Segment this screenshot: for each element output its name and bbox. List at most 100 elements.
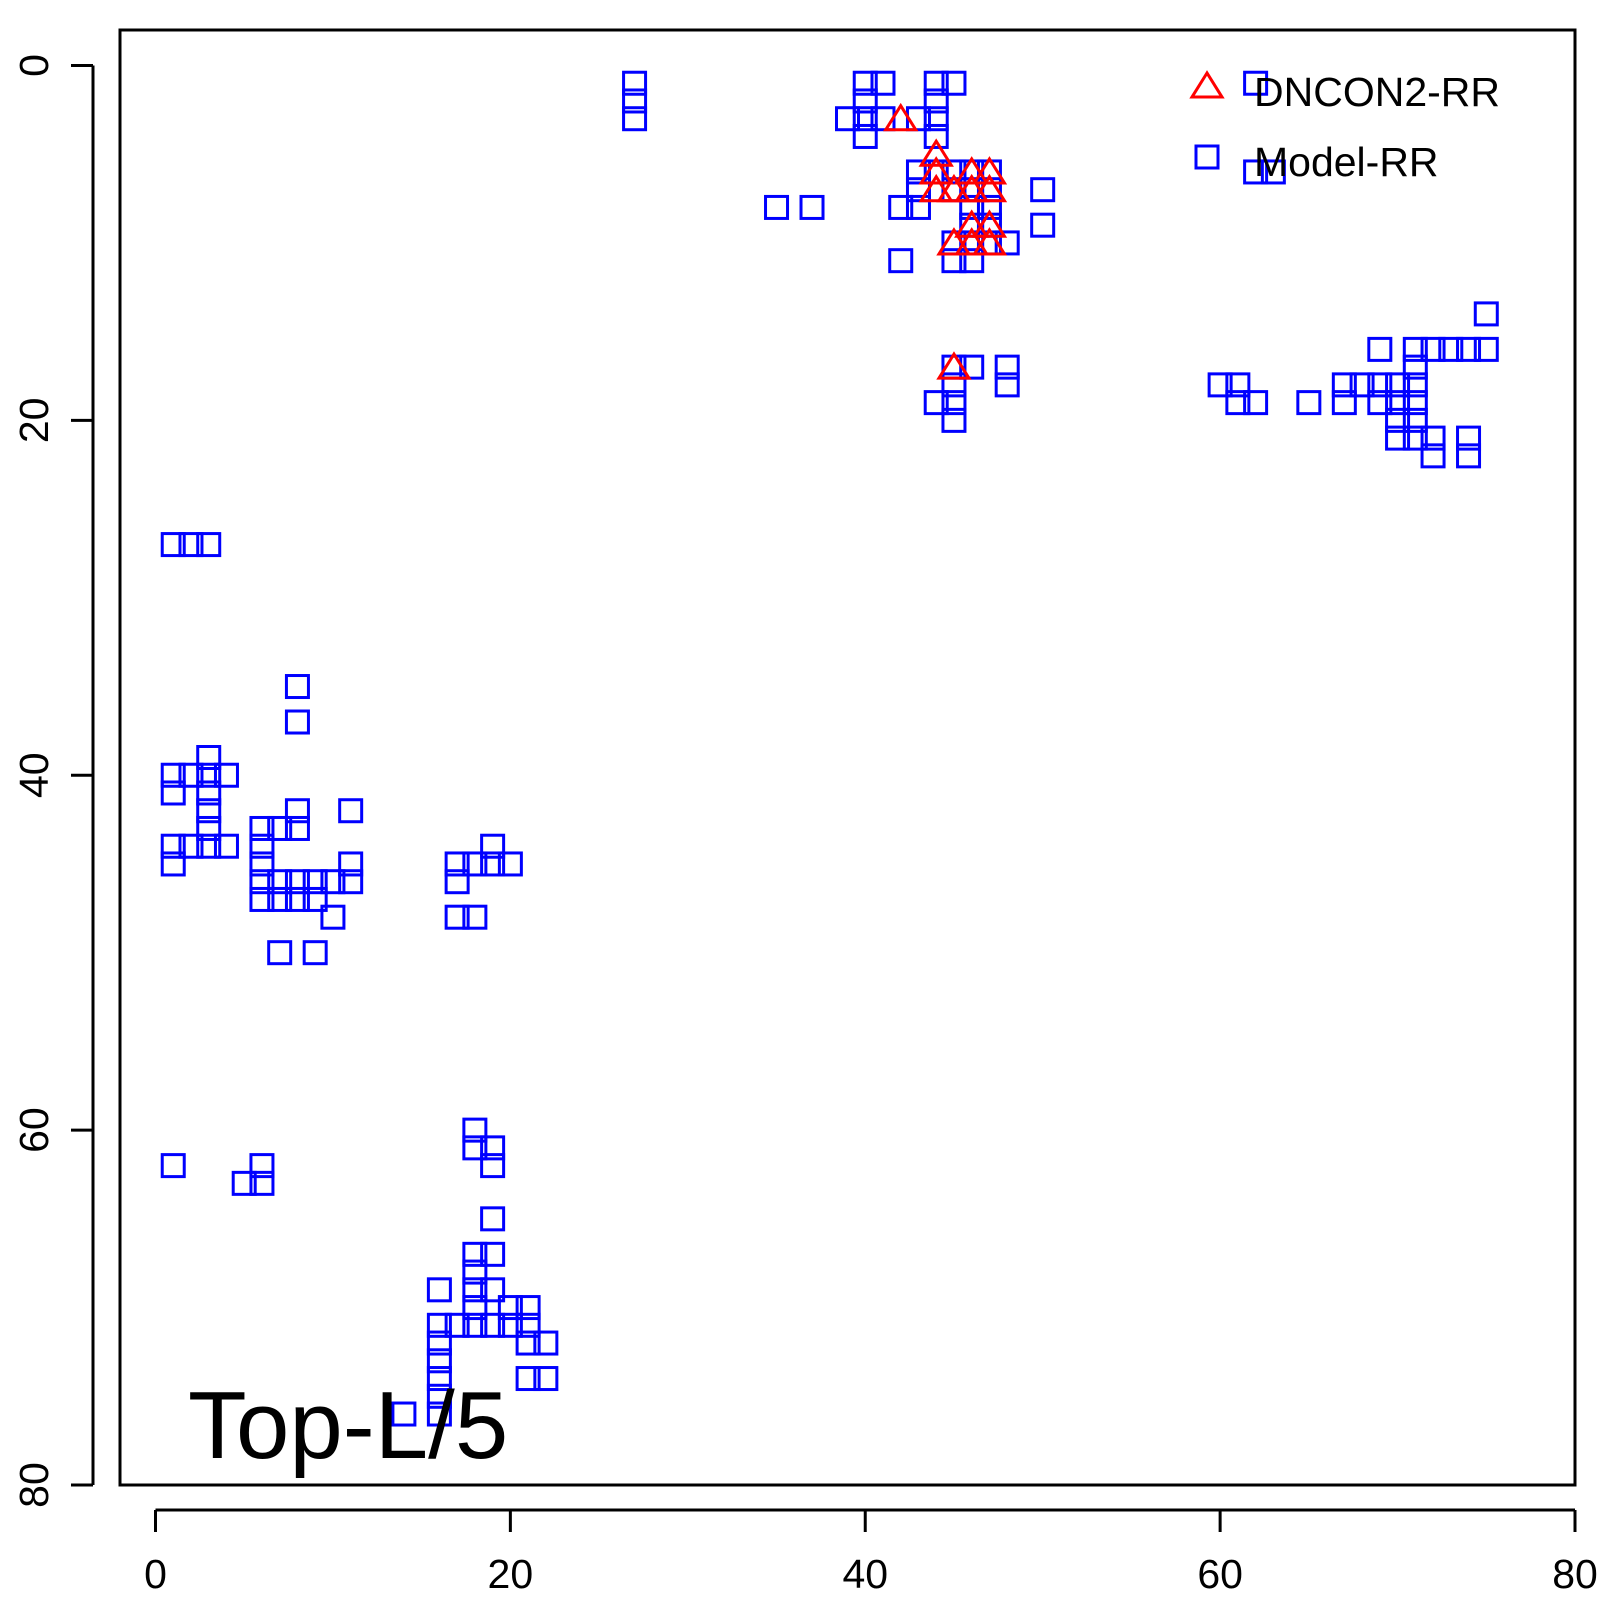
model-rr-point bbox=[941, 70, 967, 96]
model-rr-point bbox=[196, 798, 222, 824]
model-rr-point bbox=[923, 88, 949, 114]
model-rr-point bbox=[1030, 177, 1056, 203]
model-rr-point bbox=[994, 354, 1020, 380]
model-rr-point bbox=[213, 762, 239, 788]
model-rr-point bbox=[622, 88, 648, 114]
model-rr-point bbox=[1402, 372, 1428, 398]
model-rr-point bbox=[764, 194, 790, 220]
dncon2-rr-point bbox=[936, 173, 972, 203]
model-rr-point bbox=[1456, 336, 1482, 362]
model-rr-point bbox=[426, 1401, 452, 1427]
model-rr-point bbox=[249, 886, 275, 912]
model-rr-point bbox=[622, 70, 648, 96]
model-rr-point bbox=[426, 1383, 452, 1409]
model-rr-point bbox=[196, 762, 222, 788]
model-rr-point bbox=[1420, 336, 1446, 362]
model-rr-point bbox=[462, 1135, 488, 1161]
model-rr-point bbox=[444, 851, 470, 877]
y-tick-label: 0 bbox=[11, 54, 57, 77]
dncon2-rr-point bbox=[971, 156, 1008, 185]
points-layer bbox=[160, 70, 1499, 1427]
model-rr-point bbox=[462, 1277, 488, 1303]
model-rr-point bbox=[462, 1259, 488, 1285]
model-rr-point bbox=[196, 532, 222, 558]
model-rr-point bbox=[923, 123, 949, 149]
model-rr-point bbox=[941, 248, 967, 274]
plot-frame bbox=[118, 28, 1577, 1487]
model-rr-point bbox=[178, 762, 204, 788]
model-rr-point bbox=[1385, 407, 1411, 433]
model-rr-point bbox=[160, 851, 186, 877]
model-rr-point bbox=[462, 851, 488, 877]
model-rr-point bbox=[515, 1330, 541, 1356]
model-rr-point bbox=[1243, 70, 1269, 96]
model-rr-point bbox=[267, 940, 293, 966]
model-rr-point bbox=[284, 886, 310, 912]
series-dncon2-rr bbox=[883, 102, 1008, 380]
model-rr-point bbox=[1402, 425, 1428, 451]
model-rr-point bbox=[249, 815, 275, 841]
model-rr-point bbox=[320, 904, 346, 930]
model-rr-point bbox=[338, 798, 364, 824]
model-rr-point bbox=[320, 869, 346, 895]
dncon2-rr-point bbox=[971, 173, 1008, 203]
dncon2-rr-point bbox=[971, 227, 1008, 256]
model-rr-point bbox=[444, 1312, 470, 1338]
x-tick-label: 40 bbox=[842, 1551, 888, 1597]
model-rr-point bbox=[1296, 390, 1322, 416]
model-rr-point bbox=[426, 1277, 452, 1303]
model-rr-point bbox=[1225, 390, 1251, 416]
dncon2-rr-point bbox=[936, 227, 972, 256]
model-rr-point bbox=[267, 869, 293, 895]
model-rr-point bbox=[888, 248, 914, 274]
model-rr-point bbox=[852, 106, 878, 132]
legend-square-icon bbox=[1194, 144, 1220, 170]
model-rr-point bbox=[284, 709, 310, 735]
model-rr-point bbox=[497, 1295, 523, 1321]
model-rr-point bbox=[1420, 425, 1446, 451]
model-rr-point bbox=[178, 532, 204, 558]
dncon2-rr-point bbox=[918, 156, 954, 185]
dncon2-rr-point bbox=[954, 156, 990, 185]
model-rr-point bbox=[302, 940, 328, 966]
x-tick-label: 20 bbox=[488, 1551, 534, 1597]
model-rr-point bbox=[515, 1295, 541, 1321]
model-rr-point bbox=[160, 532, 186, 558]
model-rr-point bbox=[462, 1295, 488, 1321]
dncon2-rr-point bbox=[971, 209, 1008, 238]
y-tick-label: 40 bbox=[11, 752, 57, 798]
model-rr-point bbox=[1385, 372, 1411, 398]
model-rr-point bbox=[338, 851, 364, 877]
model-rr-point bbox=[249, 869, 275, 895]
model-rr-point bbox=[1385, 390, 1411, 416]
model-rr-point bbox=[799, 194, 825, 220]
model-rr-point bbox=[515, 1366, 541, 1392]
model-rr-point bbox=[338, 869, 364, 895]
model-rr-point bbox=[870, 70, 896, 96]
model-rr-point bbox=[444, 869, 470, 895]
dncon2-rr-point bbox=[936, 351, 972, 380]
model-rr-point bbox=[462, 1241, 488, 1267]
model-rr-point bbox=[196, 833, 222, 859]
model-rr-point bbox=[941, 390, 967, 416]
model-rr-point bbox=[284, 798, 310, 824]
legend-triangle-icon bbox=[1189, 70, 1225, 99]
model-rr-point bbox=[1473, 336, 1499, 362]
model-rr-point bbox=[1456, 443, 1482, 469]
model-rr-point bbox=[888, 194, 914, 220]
model-rr-point bbox=[480, 851, 506, 877]
model-rr-point bbox=[480, 1153, 506, 1179]
model-rr-point bbox=[1331, 372, 1357, 398]
model-rr-point bbox=[249, 833, 275, 859]
dncon2-rr-point bbox=[954, 173, 990, 203]
model-rr-point bbox=[497, 851, 523, 877]
model-rr-point bbox=[267, 815, 293, 841]
model-rr-point bbox=[941, 407, 967, 433]
model-rr-point bbox=[178, 833, 204, 859]
model-rr-point bbox=[835, 106, 860, 132]
model-rr-point bbox=[1207, 372, 1233, 398]
model-rr-point bbox=[923, 390, 949, 416]
model-rr-point bbox=[426, 1330, 452, 1356]
model-rr-point bbox=[1260, 159, 1286, 185]
